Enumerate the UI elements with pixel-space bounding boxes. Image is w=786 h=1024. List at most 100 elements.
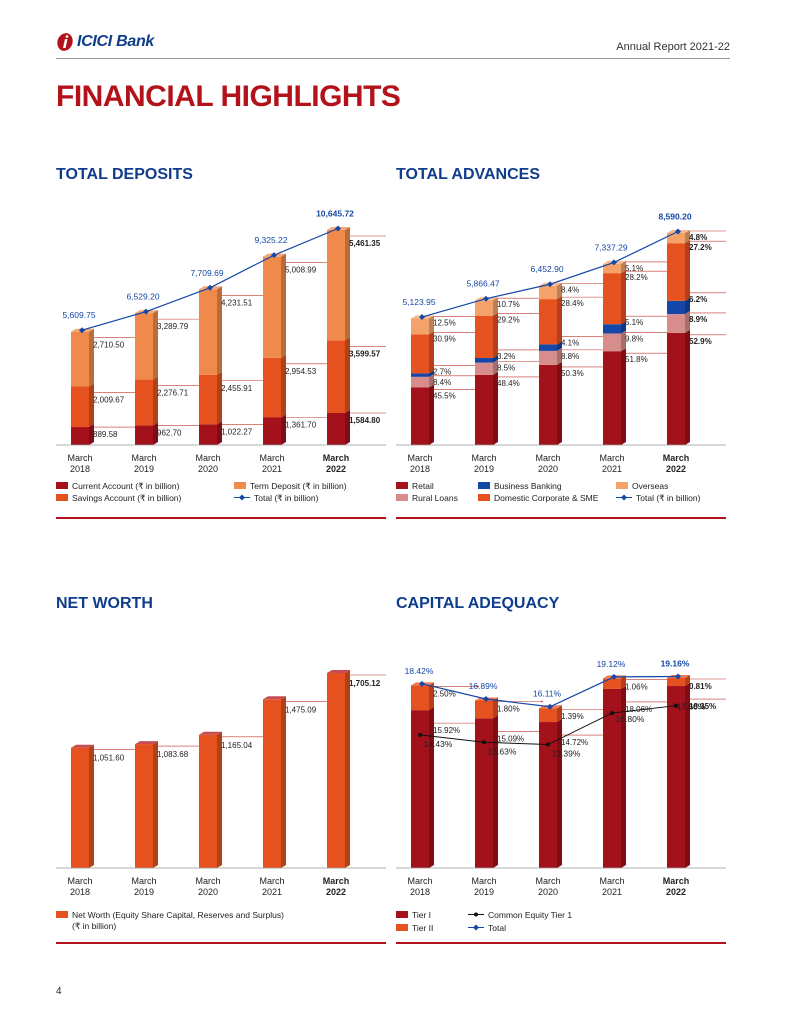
bar-top	[71, 744, 94, 748]
legend-total-swatch-diamond	[239, 494, 245, 501]
bar-current	[327, 412, 345, 445]
data-label: 28.2%	[625, 273, 648, 282]
bar-rural-loans-side	[557, 347, 562, 365]
bar-current-side	[153, 422, 158, 445]
data-label: 3.2%	[497, 352, 515, 361]
total-marker	[611, 259, 617, 266]
bar-tier1-side	[429, 707, 434, 868]
bar-tier2	[667, 678, 685, 687]
bar-rural-loans-side	[429, 373, 434, 388]
bar-tier2-side	[557, 705, 562, 723]
total-marker	[547, 703, 553, 710]
bar-domestic-corporate-sme-side	[621, 270, 626, 325]
data-label: 48.4%	[497, 379, 520, 388]
x-tick-label-year: 2020	[538, 464, 558, 474]
bar-top	[135, 741, 158, 745]
legend-tier2-label: Tier II	[412, 923, 433, 933]
data-label: 1,705.12	[349, 679, 381, 688]
x-tick-label-month: March	[471, 876, 496, 886]
legend-total-label: Total (₹ in billion)	[636, 493, 701, 503]
data-label: 45.5%	[433, 391, 456, 400]
data-label: 1,022.27	[221, 427, 253, 436]
legend-term-label: Term Deposit (₹ in billion)	[250, 481, 347, 491]
bar-savings	[327, 340, 345, 413]
data-label: 889.58	[93, 430, 118, 439]
data-label: 1,361.70	[285, 420, 317, 429]
bar-networth	[71, 747, 89, 868]
total-marker	[675, 228, 681, 235]
total-label: 19.16%	[661, 659, 690, 669]
x-tick-label-year: 2021	[262, 887, 282, 897]
legend-current-swatch	[56, 482, 68, 489]
legend-cet1-label: Common Equity Tier 1	[488, 910, 572, 920]
bar-tier2	[539, 708, 557, 723]
legend-overseas-swatch	[616, 482, 628, 489]
data-label-tier1: 18.06%	[625, 705, 652, 714]
total-marker	[675, 673, 681, 680]
bar-retail	[667, 332, 685, 445]
x-tick-label-year: 2021	[262, 464, 282, 474]
bar-business-banking-side	[493, 354, 498, 363]
bar-tier1-side	[557, 719, 562, 868]
bar-savings	[135, 379, 153, 426]
data-label: 962.70	[157, 429, 182, 438]
bar-rural-loans	[603, 333, 621, 352]
bar-term	[71, 331, 89, 387]
bar-domestic-corporate-sme	[539, 299, 557, 345]
data-label-tier2: 1.39%	[561, 712, 584, 721]
data-label: 2,710.50	[93, 341, 125, 350]
data-label: 8.5%	[497, 364, 515, 373]
legend-networth-label: Net Worth (Equity Share Capital, Reserve…	[72, 910, 284, 920]
data-label: 1,165.04	[221, 741, 253, 750]
legend-current-label: Current Account (₹ in billion)	[72, 481, 180, 491]
x-tick-label-year: 2020	[538, 887, 558, 897]
cet1-label: 13.63%	[488, 746, 517, 756]
bar-overseas-side	[685, 230, 690, 244]
bar-tier2	[603, 678, 621, 689]
total-marker	[611, 673, 617, 680]
bar-rural-loans	[475, 362, 493, 375]
legend-total-label: Total (₹ in billion)	[254, 493, 319, 503]
data-label: 5,008.99	[285, 266, 317, 275]
data-label: 5.1%	[625, 318, 643, 327]
data-label: 51.8%	[625, 355, 648, 364]
bar-retail-side	[685, 329, 690, 445]
bar-tier1-side	[685, 683, 690, 868]
x-tick-label-month: March	[599, 876, 624, 886]
data-label: 8.8%	[561, 352, 579, 361]
cet1-marker	[610, 711, 614, 716]
bar-savings	[263, 357, 281, 418]
networth-chart: 1,051.60 1,083.68 1,165.04 1,475.09 1,705.12…	[56, 670, 386, 944]
legend-tier1-swatch	[396, 911, 408, 918]
total-label: 7,337.29	[594, 242, 627, 252]
data-label-tier2: 2.50%	[433, 689, 456, 698]
report-title: Annual Report 2021-22	[616, 41, 730, 53]
bar-term-side	[89, 328, 94, 387]
bar-current-side	[281, 414, 286, 445]
total-label: 19.12%	[597, 659, 626, 669]
x-tick-label-year: 2020	[198, 464, 218, 474]
x-tick-label-year: 2019	[134, 887, 154, 897]
bar-networth	[263, 699, 281, 868]
total-marker	[547, 281, 553, 288]
bar-rural-loans	[539, 350, 557, 365]
data-label: 27.2%	[689, 243, 712, 252]
x-tick-label-month: March	[195, 453, 220, 463]
bar-savings-side	[153, 376, 158, 426]
x-tick-label-year: 2019	[134, 464, 154, 474]
data-label: 3,599.57	[349, 349, 381, 358]
logo-text: ICICI Bank	[77, 33, 155, 50]
data-label: 1,051.60	[93, 754, 125, 763]
bar-tier2-side	[429, 682, 434, 711]
legend-total-swatch-diamond	[473, 924, 479, 931]
x-tick-label-month: March	[323, 453, 350, 463]
x-tick-label-month: March	[259, 453, 284, 463]
x-tick-label-year: 2022	[666, 464, 686, 474]
x-tick-label-month: March	[323, 876, 350, 886]
legend-networth-label-line2: (₹ in billion)	[72, 921, 116, 931]
bar-tier1-side	[621, 685, 626, 868]
bar-overseas-side	[557, 282, 562, 300]
deposits-chart: 889.58 2,009.67 2,710.50 962.70 2,276.71 3,28…	[56, 209, 386, 519]
bar-tier2	[475, 700, 493, 719]
bar-retail	[539, 364, 557, 445]
